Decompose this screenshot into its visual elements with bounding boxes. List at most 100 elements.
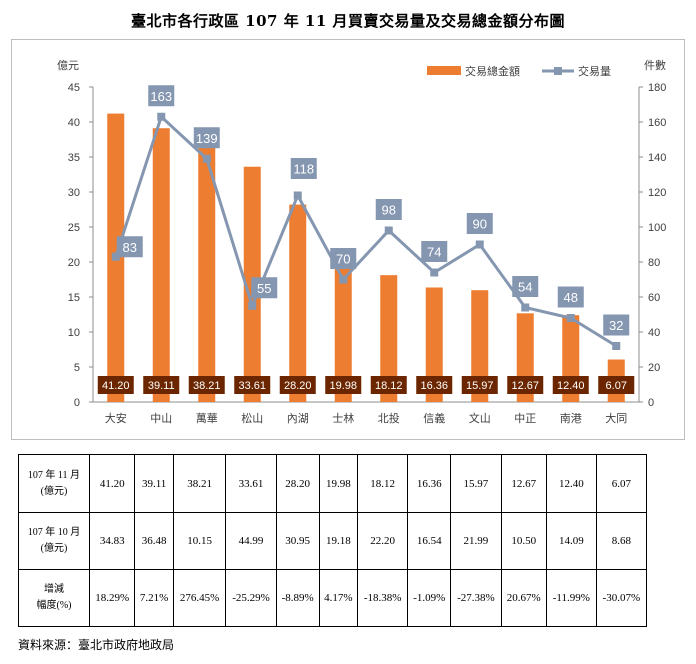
x-tick-label: 大安	[105, 411, 127, 425]
volume-point-大同	[612, 342, 621, 350]
volume-point-內湖	[293, 191, 302, 200]
line-data-label: 32	[609, 318, 623, 333]
table-row: 增減 幅度(%) 18.29% 7.21% 276.45% -25.29% -8.89% 4.…	[18, 569, 648, 627]
left-tick-label: 10	[68, 327, 80, 339]
bar-label-box	[552, 376, 589, 394]
table-cell: 18.12	[356, 454, 409, 513]
line-label-box	[421, 241, 448, 262]
left-tick-label: 45	[68, 82, 80, 94]
right-tick-label: 20	[648, 362, 660, 374]
line-data-label: 70	[336, 252, 350, 267]
line-label-box	[251, 277, 278, 299]
volume-point-萬華	[202, 154, 211, 163]
table-cell: -18.38%	[356, 569, 409, 627]
bar-data-label: 16.36	[420, 380, 448, 392]
x-tick-label: 松山	[241, 411, 263, 425]
x-tick-label: 中山	[150, 412, 172, 425]
table-cell: 18.29%	[88, 569, 136, 627]
line-label-box	[603, 314, 630, 336]
line-data-label: 163	[150, 89, 172, 104]
table-cell: 6.07	[595, 454, 648, 513]
bar-文山	[471, 290, 489, 402]
bar-label-box	[461, 376, 498, 394]
table-cell: 28.20	[275, 454, 320, 513]
combo-chart: 0 5 10 15 20 25 30 35 40 45 0 20 40 60 80 100 120 140 160 1…	[57, 59, 666, 425]
line-data-label: 74	[427, 245, 441, 260]
line-label-box	[466, 213, 493, 234]
left-tick-label: 30	[68, 187, 80, 199]
x-tick-label: 萬華	[196, 412, 218, 425]
table-cell: 12.40	[545, 454, 597, 513]
bar-萬華	[198, 134, 216, 402]
left-tick-label: 15	[68, 292, 80, 304]
line-data-label: 139	[196, 131, 218, 146]
left-tick-label: 35	[68, 152, 80, 164]
bar-士林	[334, 262, 352, 402]
line-label-box	[375, 199, 402, 220]
right-tick-label: 160	[648, 117, 666, 129]
right-axis-title: 件數	[644, 59, 666, 72]
line-data-label: 55	[257, 281, 271, 296]
table-cell: 19.18	[318, 512, 358, 570]
line-label-box	[512, 276, 539, 297]
row-header-line-2: (億元)	[40, 543, 68, 554]
table-cell: -27.38%	[450, 569, 502, 627]
volume-point-中正	[521, 303, 530, 312]
table-cell: 7.21%	[134, 569, 174, 627]
table-cell: 8.68	[595, 512, 648, 570]
table-cell: 10.15	[172, 512, 227, 570]
volume-point-信義	[430, 268, 439, 277]
line-label-box	[116, 236, 143, 258]
bar-label-box	[507, 376, 544, 394]
left-tick-label: 5	[74, 362, 80, 374]
bar-label-box	[598, 376, 635, 394]
row-header-line-1: 增減	[44, 584, 64, 595]
x-tick-label: 信義	[423, 411, 445, 425]
volume-point-北投	[384, 226, 393, 235]
x-tick-label: 中正	[514, 412, 536, 425]
table-cell: 39.11	[134, 454, 174, 513]
row-header: 107 年 10 月 (億元)	[18, 512, 90, 570]
right-tick-label: 100	[648, 222, 666, 234]
bar-內湖	[289, 204, 307, 402]
bar-label-box	[97, 376, 134, 394]
table-cell: -25.29%	[225, 569, 277, 627]
right-tick-label: 180	[648, 82, 666, 94]
volume-point-文山	[475, 240, 484, 249]
table-cell: 22.20	[356, 512, 409, 570]
line-data-label: 98	[382, 203, 396, 218]
volume-point-松山	[248, 301, 257, 310]
left-axis-title: 億元	[57, 59, 79, 72]
volume-point-士林	[339, 275, 348, 284]
x-tick-label: 大同	[605, 411, 627, 425]
table-cell: 41.20	[88, 454, 136, 513]
right-tick-label: 140	[648, 152, 666, 164]
table-cell: -8.89%	[275, 569, 320, 627]
volume-line	[114, 114, 618, 348]
bar-中山	[152, 128, 170, 402]
line-data-label: 90	[473, 217, 487, 232]
bar-data-label: 28.20	[284, 380, 312, 392]
bar-data-label: 41.20	[102, 380, 130, 392]
line-data-label: 48	[564, 290, 578, 305]
table-cell: -11.99%	[545, 569, 597, 627]
table-cell: 16.36	[407, 454, 452, 513]
data-table: 107 年 11 月 (億元) 41.20 39.11 38.21 33.61 28.20 1…	[18, 454, 648, 627]
bar-data-label: 15.97	[466, 380, 494, 392]
line-label-box	[557, 286, 584, 308]
row-header: 增減幅度(%)	[18, 569, 90, 627]
line-data-label: 118	[293, 162, 314, 177]
x-tick-label: 內湖	[287, 412, 309, 425]
line-label-box	[148, 85, 175, 107]
table-cell: 34.83	[88, 512, 136, 570]
row-header: 107 年 11 月 (億元)	[18, 454, 90, 513]
row-header-line-2: 幅度(%)	[36, 600, 72, 611]
bar-北投	[380, 275, 398, 402]
bar-data-label: 6.07	[606, 380, 627, 392]
row-header-line-1: 107 年 11 月	[27, 469, 81, 481]
table-cell: 16.54	[407, 512, 452, 570]
line-label-box	[330, 248, 357, 269]
page-title: 臺北市各行政區 107 年 11 月買賣交易量及交易總金額分布圖	[130, 12, 566, 30]
right-tick-label: 80	[648, 257, 660, 269]
table-cell: 21.99	[450, 512, 502, 570]
